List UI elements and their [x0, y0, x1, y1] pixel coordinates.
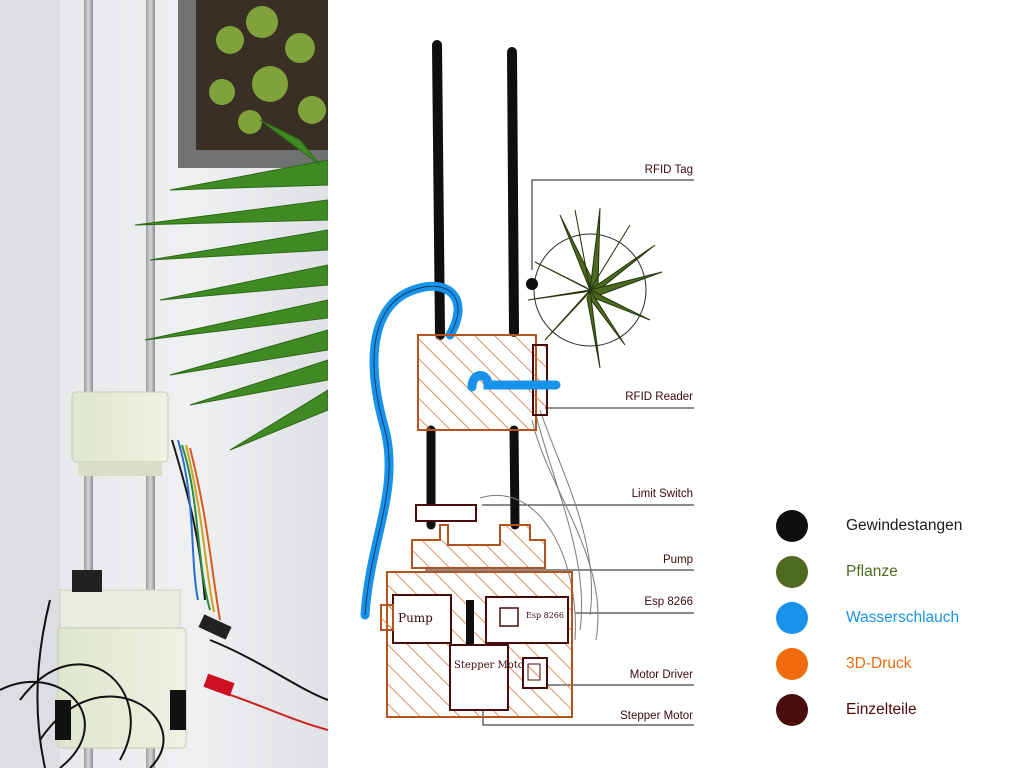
legend-label: Gewindestangen	[846, 517, 963, 534]
callout-leaders	[425, 179, 694, 726]
legend-swatch	[776, 694, 808, 726]
legend-label: Einzelteile	[846, 701, 917, 718]
legend-swatch	[776, 556, 808, 588]
pump-component	[392, 594, 452, 644]
legend-item-einzelteile: Einzelteile	[776, 694, 917, 726]
callout-esp8266: Esp 8266	[644, 596, 693, 608]
hose-through-carriage	[467, 371, 561, 392]
stepper-box-label: Stepper Motor	[454, 660, 529, 671]
pump-box-label: Pump	[398, 611, 433, 625]
legend-label: 3D-Druck	[846, 655, 912, 672]
callout-pump: Pump	[662, 554, 693, 566]
legend-swatch	[776, 510, 808, 542]
rfid-reader	[532, 344, 548, 416]
plant	[527, 207, 663, 369]
limit-switch	[415, 504, 477, 522]
callout-rfid-reader: RFID Reader	[625, 391, 693, 403]
legend-label: Wasserschlauch	[846, 609, 960, 626]
callout-limit-switch: Limit Switch	[631, 488, 693, 500]
callout-stepper-motor: Stepper Motor	[620, 710, 693, 722]
sketch-diagram: Pump Esp 8266 Stepper Motor	[360, 40, 694, 726]
device-photo	[0, 0, 328, 768]
stepper-motor-component	[449, 644, 509, 711]
callout-rfid-tag: RFID Tag	[644, 164, 693, 176]
legend-swatch	[776, 648, 808, 680]
legend-label: Pflanze	[846, 563, 898, 580]
legend-item-pflanze: Pflanze	[776, 556, 898, 588]
legend-item-3d-druck: 3D-Druck	[776, 648, 911, 680]
esp8266-component	[485, 596, 569, 644]
legend-item-gewindestangen: Gewindestangen	[776, 510, 962, 542]
callout-motor-driver: Motor Driver	[629, 669, 693, 681]
esp-box-label: Esp 8266	[526, 611, 564, 620]
legend-item-wasserschlauch: Wasserschlauch	[776, 602, 959, 634]
base-3d-print	[411, 524, 546, 569]
legend-swatch	[776, 602, 808, 634]
wires	[479, 409, 599, 641]
threaded-rod-right	[507, 47, 520, 530]
rfid-tag	[526, 278, 538, 290]
